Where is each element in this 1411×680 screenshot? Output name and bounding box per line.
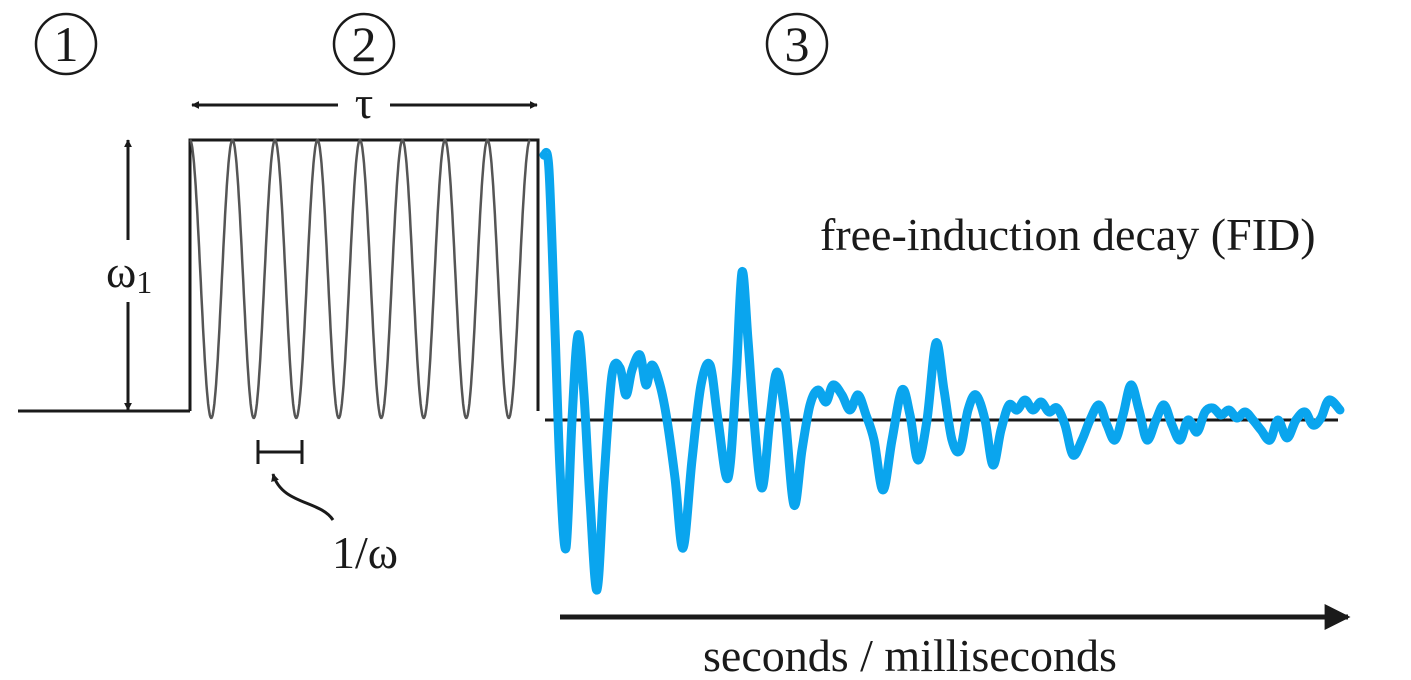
step-1-marker: 1	[34, 12, 98, 76]
fid-signal-curve	[539, 147, 1345, 595]
step-1-label: 1	[54, 16, 79, 72]
period-label: 1/ω	[332, 527, 398, 578]
period-indicator: 1/ω	[256, 440, 398, 578]
tau-span-arrow: τ	[191, 77, 538, 128]
rf-oscillation-wave	[189, 138, 531, 420]
fid-label: free-induction decay (FID)	[820, 209, 1316, 260]
omega1-label: ω1	[106, 246, 152, 300]
step-2-label: 2	[352, 16, 377, 72]
omega1-amplitude-arrow: ω1	[100, 139, 166, 411]
time-axis-label: seconds / milliseconds	[703, 630, 1117, 680]
step-3-label: 3	[785, 16, 810, 72]
tau-label: τ	[355, 77, 374, 128]
step-3-marker: 3	[765, 12, 829, 76]
step-2-marker: 2	[332, 12, 396, 76]
rf-pulse-envelope	[188, 138, 540, 411]
